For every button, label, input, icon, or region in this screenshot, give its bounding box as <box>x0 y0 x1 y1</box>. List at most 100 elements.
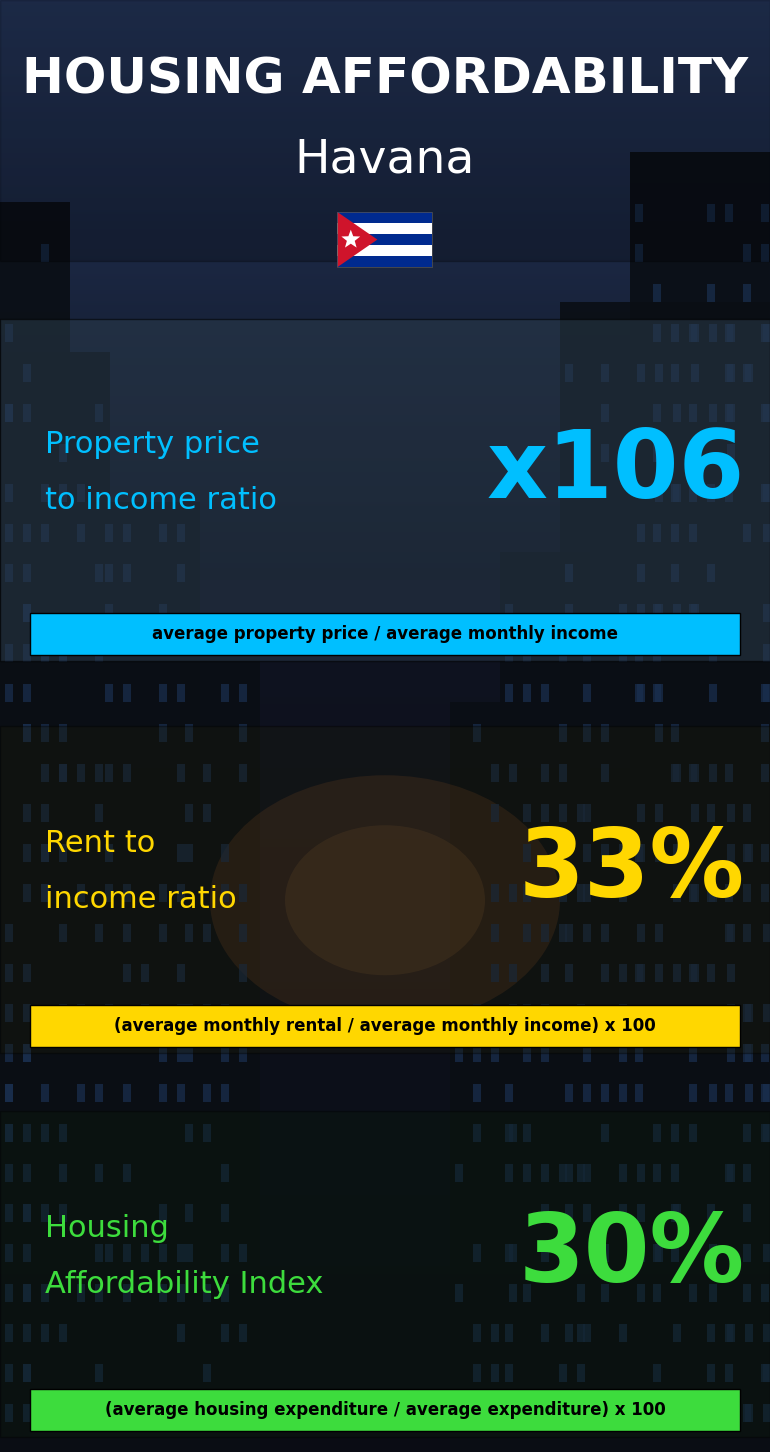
FancyBboxPatch shape <box>761 884 769 902</box>
FancyBboxPatch shape <box>239 725 247 742</box>
FancyBboxPatch shape <box>763 645 770 662</box>
FancyBboxPatch shape <box>707 285 715 302</box>
FancyBboxPatch shape <box>491 1044 499 1061</box>
FancyBboxPatch shape <box>745 1324 753 1342</box>
FancyBboxPatch shape <box>541 1003 549 1022</box>
FancyBboxPatch shape <box>41 484 49 502</box>
FancyBboxPatch shape <box>23 1284 31 1302</box>
FancyBboxPatch shape <box>0 351 110 1452</box>
FancyBboxPatch shape <box>671 1244 679 1262</box>
FancyBboxPatch shape <box>653 404 661 423</box>
FancyBboxPatch shape <box>95 1363 103 1382</box>
FancyBboxPatch shape <box>5 1404 13 1422</box>
FancyBboxPatch shape <box>541 1204 549 1223</box>
FancyBboxPatch shape <box>743 1165 751 1182</box>
FancyBboxPatch shape <box>689 1404 697 1422</box>
FancyBboxPatch shape <box>5 1085 13 1102</box>
FancyBboxPatch shape <box>761 1085 769 1102</box>
FancyBboxPatch shape <box>23 1165 31 1182</box>
FancyBboxPatch shape <box>95 1165 103 1182</box>
FancyBboxPatch shape <box>159 1404 167 1422</box>
FancyBboxPatch shape <box>180 652 260 1452</box>
FancyBboxPatch shape <box>671 764 679 783</box>
FancyBboxPatch shape <box>761 1284 769 1302</box>
FancyBboxPatch shape <box>473 1363 481 1382</box>
FancyBboxPatch shape <box>30 1390 740 1432</box>
FancyBboxPatch shape <box>59 1404 67 1422</box>
FancyBboxPatch shape <box>601 964 609 982</box>
FancyBboxPatch shape <box>59 484 67 502</box>
FancyBboxPatch shape <box>689 444 697 462</box>
FancyBboxPatch shape <box>203 1363 211 1382</box>
Text: x106: x106 <box>487 425 745 518</box>
FancyBboxPatch shape <box>59 764 67 783</box>
FancyBboxPatch shape <box>601 1124 609 1143</box>
FancyBboxPatch shape <box>105 524 113 542</box>
FancyBboxPatch shape <box>689 764 697 783</box>
FancyBboxPatch shape <box>185 725 193 742</box>
FancyBboxPatch shape <box>505 645 513 662</box>
FancyBboxPatch shape <box>105 884 113 902</box>
FancyBboxPatch shape <box>141 964 149 982</box>
FancyBboxPatch shape <box>159 1244 167 1262</box>
FancyBboxPatch shape <box>123 1284 131 1302</box>
FancyBboxPatch shape <box>105 844 113 862</box>
FancyBboxPatch shape <box>707 484 715 502</box>
FancyBboxPatch shape <box>601 364 609 382</box>
FancyBboxPatch shape <box>673 484 681 502</box>
FancyBboxPatch shape <box>5 964 13 982</box>
FancyBboxPatch shape <box>473 725 481 742</box>
FancyBboxPatch shape <box>653 1284 661 1302</box>
FancyBboxPatch shape <box>123 884 131 902</box>
FancyBboxPatch shape <box>59 1165 67 1182</box>
FancyBboxPatch shape <box>0 202 70 1452</box>
FancyBboxPatch shape <box>59 444 67 462</box>
FancyBboxPatch shape <box>95 645 103 662</box>
FancyBboxPatch shape <box>559 884 567 902</box>
FancyBboxPatch shape <box>583 725 591 742</box>
FancyBboxPatch shape <box>725 764 733 783</box>
FancyBboxPatch shape <box>159 684 167 701</box>
FancyBboxPatch shape <box>5 404 13 423</box>
FancyBboxPatch shape <box>491 804 499 822</box>
FancyBboxPatch shape <box>177 844 185 862</box>
FancyBboxPatch shape <box>671 1165 679 1182</box>
FancyBboxPatch shape <box>671 725 679 742</box>
FancyBboxPatch shape <box>23 1324 31 1342</box>
FancyBboxPatch shape <box>689 1044 697 1061</box>
FancyBboxPatch shape <box>523 645 531 662</box>
FancyBboxPatch shape <box>177 1044 185 1061</box>
FancyBboxPatch shape <box>743 1204 751 1223</box>
FancyBboxPatch shape <box>691 964 699 982</box>
FancyBboxPatch shape <box>523 884 531 902</box>
FancyBboxPatch shape <box>505 1085 513 1102</box>
FancyBboxPatch shape <box>637 1165 645 1182</box>
FancyBboxPatch shape <box>743 1284 751 1302</box>
FancyBboxPatch shape <box>601 1244 609 1262</box>
FancyBboxPatch shape <box>177 964 185 982</box>
FancyBboxPatch shape <box>691 764 699 783</box>
FancyBboxPatch shape <box>185 1204 193 1223</box>
FancyBboxPatch shape <box>23 364 31 382</box>
FancyBboxPatch shape <box>655 844 663 862</box>
FancyBboxPatch shape <box>23 1363 31 1382</box>
FancyBboxPatch shape <box>763 1085 770 1102</box>
FancyBboxPatch shape <box>41 804 49 822</box>
FancyBboxPatch shape <box>637 604 645 621</box>
FancyBboxPatch shape <box>583 1324 591 1342</box>
FancyBboxPatch shape <box>41 764 49 783</box>
FancyBboxPatch shape <box>23 645 31 662</box>
Text: income ratio: income ratio <box>45 884 236 913</box>
FancyBboxPatch shape <box>5 1204 13 1223</box>
FancyBboxPatch shape <box>473 1124 481 1143</box>
FancyBboxPatch shape <box>177 1284 185 1302</box>
FancyBboxPatch shape <box>619 1165 627 1182</box>
FancyBboxPatch shape <box>637 923 645 942</box>
FancyBboxPatch shape <box>637 364 645 382</box>
FancyBboxPatch shape <box>41 244 49 261</box>
FancyBboxPatch shape <box>601 404 609 423</box>
FancyBboxPatch shape <box>653 1124 661 1143</box>
FancyBboxPatch shape <box>185 1244 193 1262</box>
FancyBboxPatch shape <box>123 684 131 701</box>
FancyBboxPatch shape <box>505 1124 513 1143</box>
